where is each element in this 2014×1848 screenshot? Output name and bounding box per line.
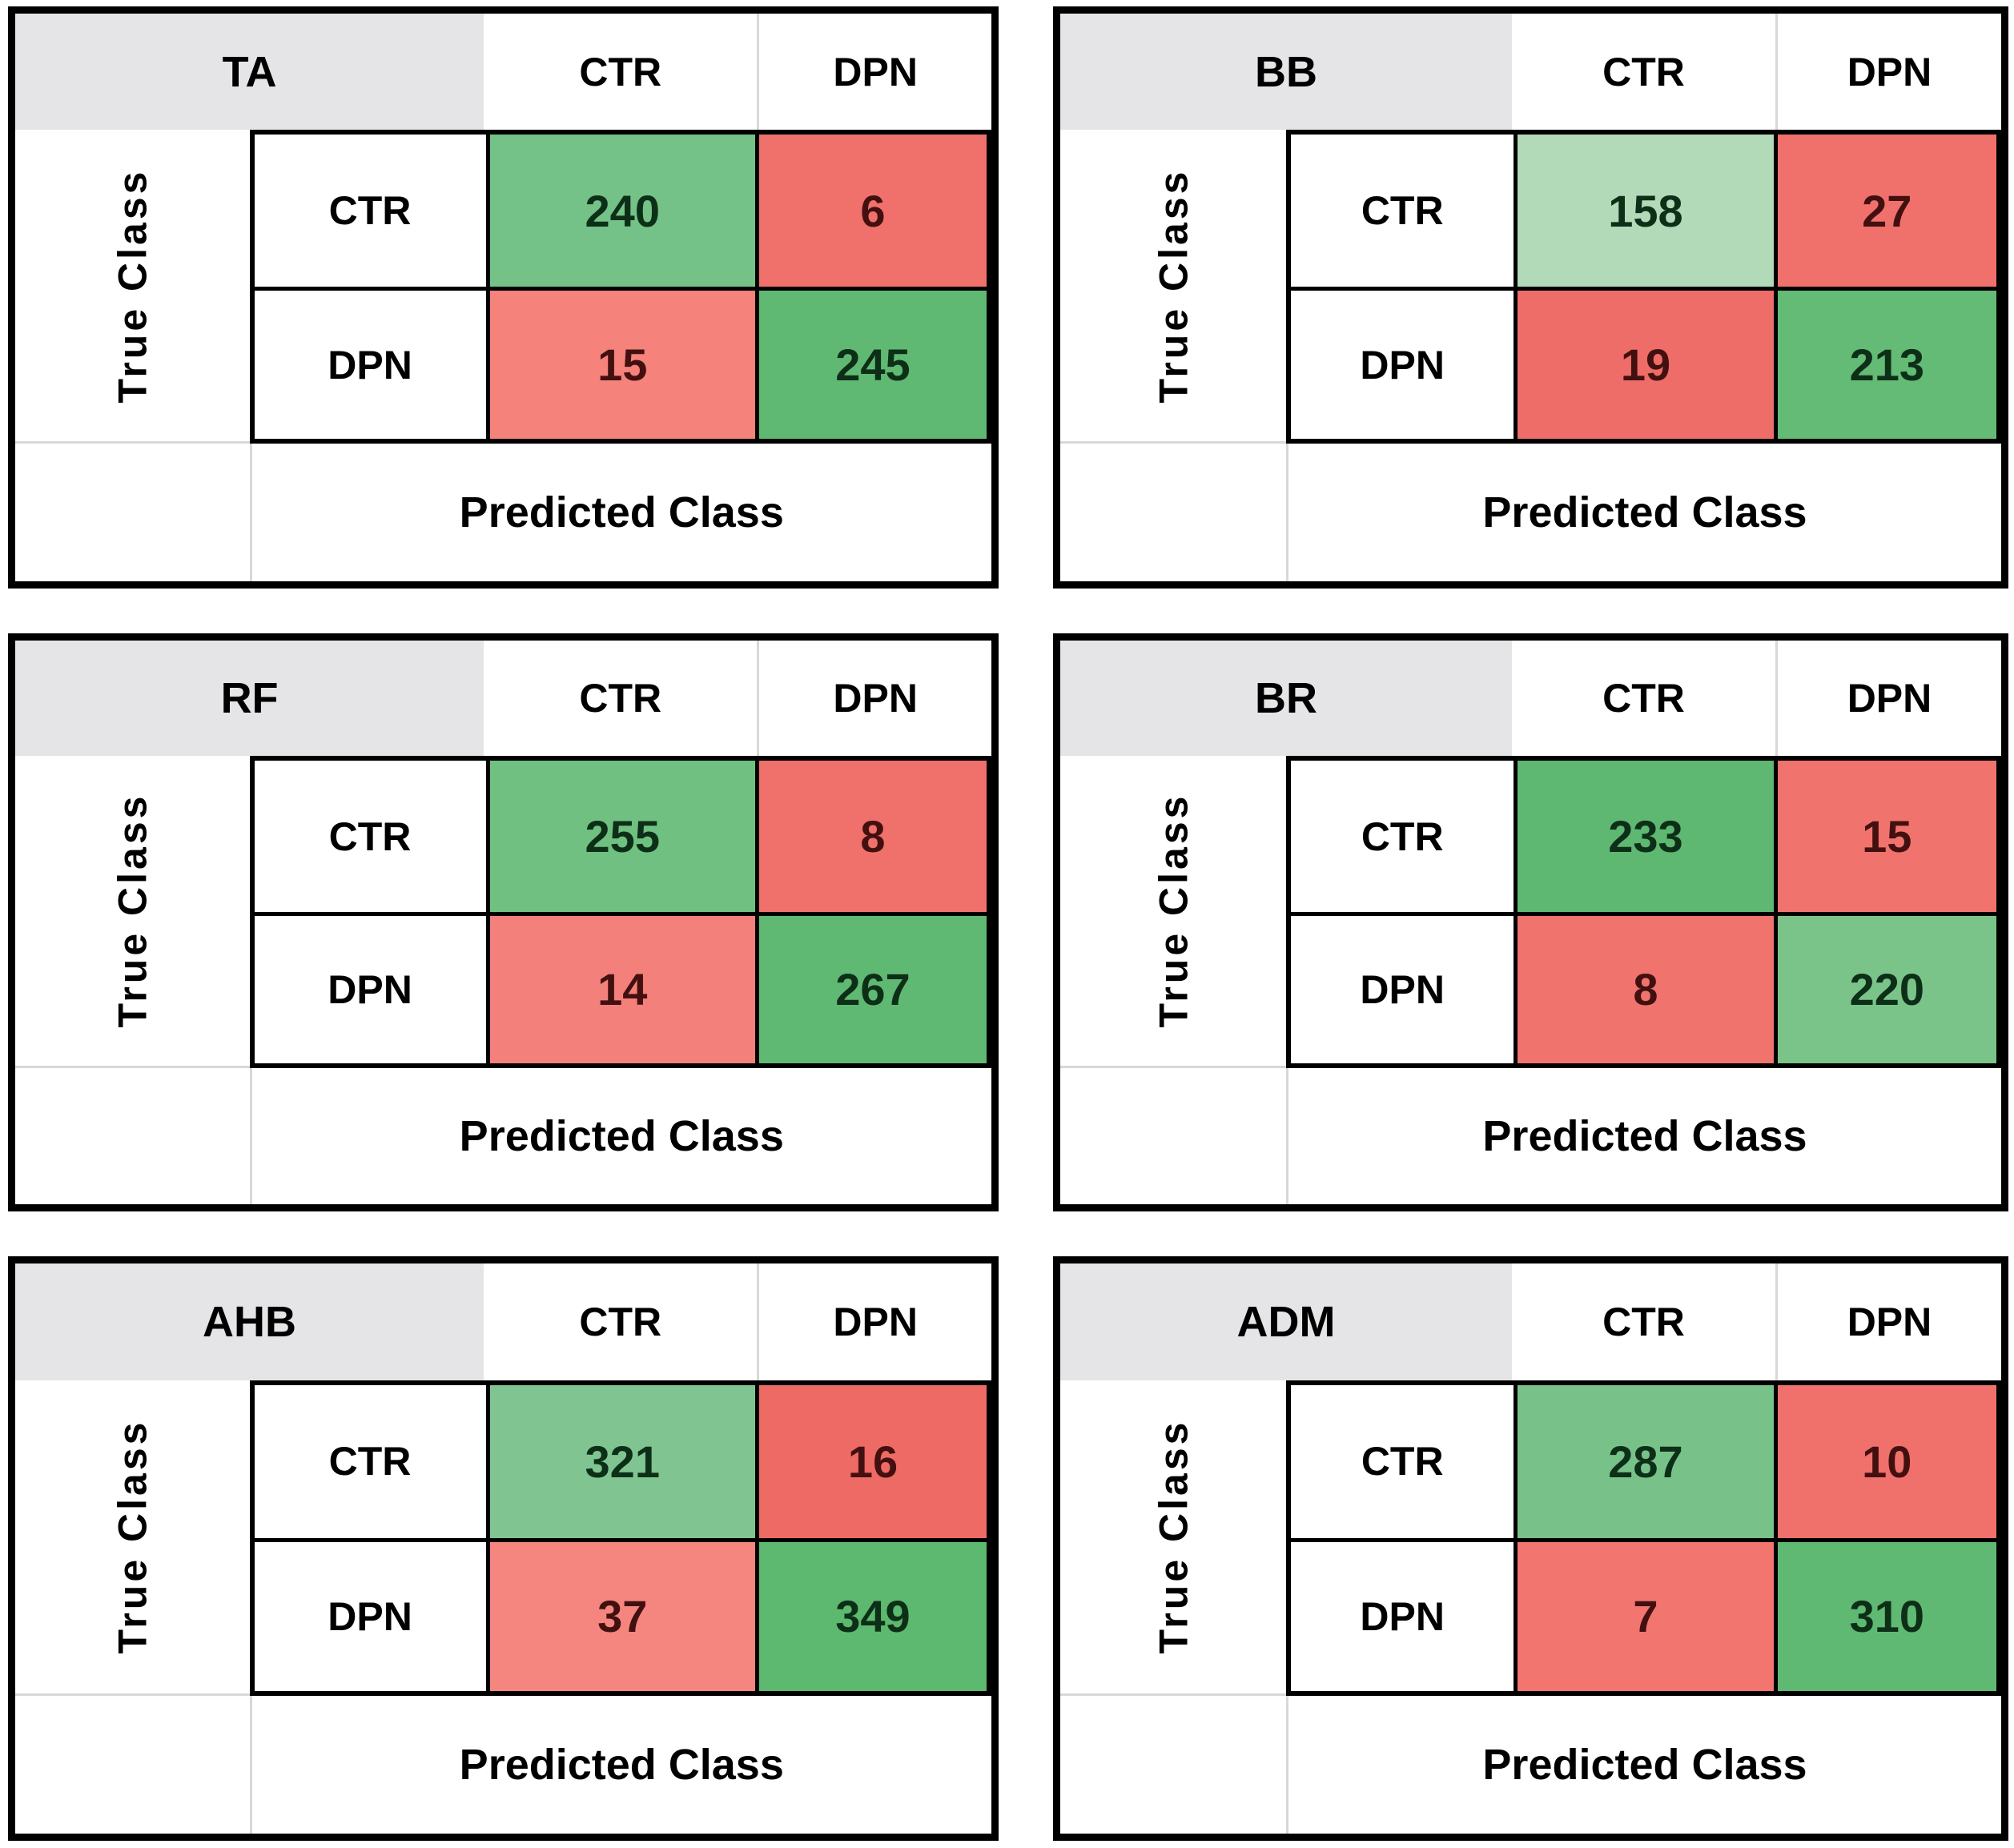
row-label-dpn: DPN [254, 287, 486, 440]
matrix-title: AHB [203, 1297, 297, 1346]
col-header-ctr: CTR [484, 1263, 758, 1380]
confusion-matrix-bb: BB CTR DPN True Class CTR 158 27 DPN 19 … [1053, 6, 2008, 589]
matrix-title-cell: BR [1060, 641, 1512, 757]
cell-ta-true-ctr-pred-ctr: 240 [485, 135, 755, 287]
row-label-ctr: CTR [1291, 135, 1514, 287]
row-label-ctr: CTR [1291, 1384, 1514, 1538]
true-class-axis-label: True Class [1151, 168, 1196, 404]
row-label-dpn: DPN [1291, 911, 1514, 1063]
predicted-class-axis-label: Predicted Class [1286, 1695, 2001, 1834]
row-label-ctr: CTR [1291, 761, 1514, 912]
cell-bb-true-dpn-pred-dpn: 213 [1773, 287, 1996, 440]
col-header-ctr: CTR [484, 14, 758, 131]
matrix-grid: CTR 233 15 DPN 8 220 [1286, 756, 2001, 1068]
confusion-matrix-adm: ADM CTR DPN True Class CTR 287 10 DPN 7 … [1053, 1256, 2008, 1841]
matrix-title-cell: AHB [15, 1263, 484, 1380]
cell-bb-true-dpn-pred-ctr: 19 [1514, 287, 1774, 440]
matrix-grid: CTR 321 16 DPN 37 349 [249, 1380, 991, 1696]
predicted-class-axis-label: Predicted Class [1286, 444, 2001, 581]
confusion-matrix-ta: TA CTR DPN True Class CTR 240 6 DPN 15 2… [8, 6, 999, 589]
cell-rf-true-ctr-pred-dpn: 8 [755, 761, 987, 912]
matrix-title: BR [1255, 674, 1317, 723]
row-label-dpn: DPN [254, 911, 486, 1063]
confusion-matrix-rf: RF CTR DPN True Class CTR 255 8 DPN 14 2… [8, 633, 999, 1211]
matrix-title: TA [222, 47, 277, 96]
true-class-axis: True Class [15, 756, 250, 1068]
col-header-dpn: DPN [1775, 1263, 2001, 1380]
cell-ta-true-ctr-pred-dpn: 6 [755, 135, 987, 287]
true-class-axis: True Class [1060, 1380, 1286, 1696]
true-class-axis-label: True Class [110, 1419, 155, 1654]
matrix-title-cell: ADM [1060, 1263, 1512, 1380]
cell-rf-true-dpn-pred-dpn: 267 [755, 911, 987, 1063]
cell-bb-true-ctr-pred-ctr: 158 [1514, 135, 1774, 287]
row-label-ctr: CTR [254, 135, 486, 287]
cell-rf-true-dpn-pred-ctr: 14 [485, 911, 755, 1063]
matrix-title: BB [1255, 47, 1317, 96]
predicted-class-axis-label: Predicted Class [1286, 1067, 2001, 1204]
matrix-title-cell: TA [15, 14, 484, 131]
cell-ta-true-dpn-pred-ctr: 15 [485, 287, 755, 440]
matrix-title-cell: RF [15, 641, 484, 757]
cell-bb-true-ctr-pred-dpn: 27 [1773, 135, 1996, 287]
true-class-axis-label: True Class [110, 793, 155, 1028]
col-header-dpn: DPN [1775, 641, 2001, 757]
col-header-ctr: CTR [1512, 641, 1775, 757]
true-class-axis: True Class [1060, 130, 1286, 444]
row-label-dpn: DPN [1291, 1537, 1514, 1691]
predicted-class-axis-label: Predicted Class [249, 444, 991, 581]
cell-adm-true-ctr-pred-ctr: 287 [1514, 1384, 1774, 1538]
row-label-ctr: CTR [254, 1384, 486, 1538]
matrix-title: RF [220, 674, 279, 723]
predicted-class-axis-label: Predicted Class [249, 1067, 991, 1204]
matrix-title: ADM [1236, 1297, 1336, 1346]
matrix-grid: CTR 287 10 DPN 7 310 [1286, 1380, 2001, 1696]
col-header-ctr: CTR [484, 641, 758, 757]
row-label-dpn: DPN [1291, 287, 1514, 440]
cell-ta-true-dpn-pred-dpn: 245 [755, 287, 987, 440]
true-class-axis-label: True Class [110, 168, 155, 404]
predicted-class-axis-label: Predicted Class [249, 1695, 991, 1834]
cell-rf-true-ctr-pred-ctr: 255 [485, 761, 755, 912]
cell-ahb-true-ctr-pred-dpn: 16 [755, 1384, 987, 1538]
col-header-dpn: DPN [1775, 14, 2001, 131]
col-header-dpn: DPN [757, 641, 991, 757]
cell-br-true-dpn-pred-dpn: 220 [1773, 911, 1996, 1063]
matrix-grid: CTR 158 27 DPN 19 213 [1286, 130, 2001, 444]
col-header-ctr: CTR [1512, 14, 1775, 131]
confusion-matrix-ahb: AHB CTR DPN True Class CTR 321 16 DPN 37… [8, 1256, 999, 1841]
cell-ahb-true-dpn-pred-dpn: 349 [755, 1537, 987, 1691]
cell-ahb-true-ctr-pred-ctr: 321 [485, 1384, 755, 1538]
col-header-ctr: CTR [1512, 1263, 1775, 1380]
cell-adm-true-ctr-pred-dpn: 10 [1773, 1384, 1996, 1538]
cell-ahb-true-dpn-pred-ctr: 37 [485, 1537, 755, 1691]
cell-br-true-dpn-pred-ctr: 8 [1514, 911, 1774, 1063]
cell-adm-true-dpn-pred-dpn: 310 [1773, 1537, 1996, 1691]
cell-adm-true-dpn-pred-ctr: 7 [1514, 1537, 1774, 1691]
matrix-grid: CTR 240 6 DPN 15 245 [249, 130, 991, 444]
true-class-axis-label: True Class [1151, 793, 1196, 1028]
cell-br-true-ctr-pred-ctr: 233 [1514, 761, 1774, 912]
true-class-axis-label: True Class [1151, 1419, 1196, 1654]
matrix-grid: CTR 255 8 DPN 14 267 [249, 756, 991, 1068]
true-class-axis: True Class [1060, 756, 1286, 1068]
confusion-matrix-br: BR CTR DPN True Class CTR 233 15 DPN 8 2… [1053, 633, 2008, 1211]
true-class-axis: True Class [15, 1380, 250, 1696]
col-header-dpn: DPN [757, 14, 991, 131]
cell-br-true-ctr-pred-dpn: 15 [1773, 761, 1996, 912]
row-label-dpn: DPN [254, 1537, 486, 1691]
col-header-dpn: DPN [757, 1263, 991, 1380]
true-class-axis: True Class [15, 130, 250, 444]
row-label-ctr: CTR [254, 761, 486, 912]
matrix-title-cell: BB [1060, 14, 1512, 131]
